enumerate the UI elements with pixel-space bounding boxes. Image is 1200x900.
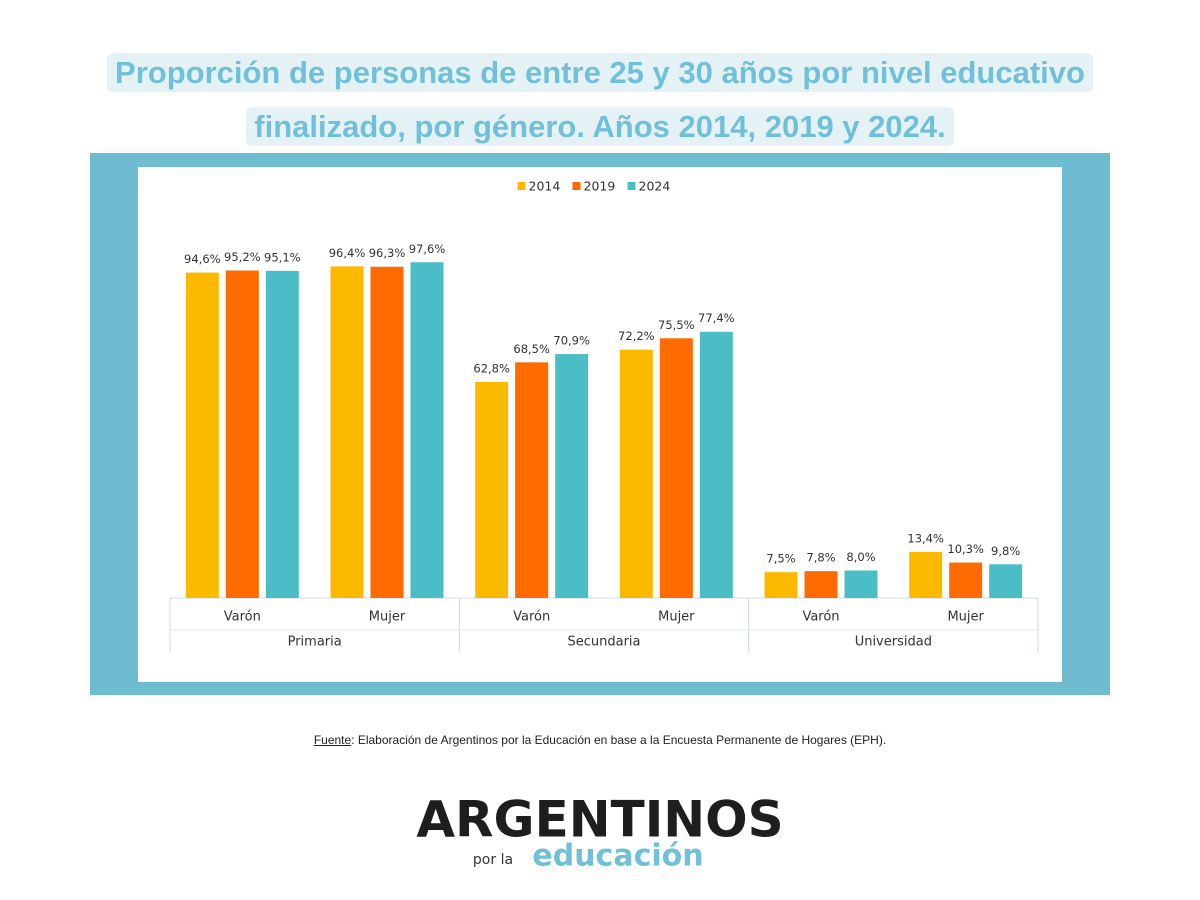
- bar: [619, 349, 653, 598]
- value-label: 95,2%: [224, 250, 261, 264]
- value-label: 10,3%: [947, 542, 984, 556]
- bar: [555, 354, 589, 598]
- bar: [330, 266, 364, 598]
- value-label: 8,0%: [846, 550, 875, 564]
- value-label: 97,6%: [409, 242, 446, 256]
- logo-accent: educación: [532, 839, 703, 874]
- bar: [844, 570, 878, 598]
- x-tick-label: Varón: [802, 610, 839, 625]
- bar: [949, 562, 983, 598]
- x-tick-label: Varón: [513, 610, 550, 625]
- bar: [909, 551, 943, 598]
- legend-label: 2024: [639, 179, 671, 194]
- value-label: 13,4%: [907, 531, 944, 545]
- group-label: Primaria: [288, 635, 342, 650]
- legend-swatch: [517, 182, 526, 190]
- x-tick-label: Mujer: [369, 610, 406, 625]
- legend-swatch: [572, 182, 581, 190]
- value-label: 62,8%: [473, 361, 510, 375]
- bar: [515, 362, 549, 598]
- bar: [370, 266, 404, 598]
- x-tick-label: Mujer: [658, 610, 695, 625]
- x-tick-label: Mujer: [947, 610, 984, 625]
- value-label: 96,4%: [329, 246, 366, 260]
- value-label: 70,9%: [553, 334, 590, 348]
- value-label: 94,6%: [184, 252, 221, 266]
- value-label: 7,8%: [806, 551, 835, 565]
- bar: [764, 572, 798, 598]
- x-tick-label: Varón: [224, 610, 261, 625]
- value-label: 75,5%: [658, 318, 695, 332]
- logo-small: por la: [473, 852, 513, 868]
- bar: [185, 272, 219, 598]
- logo: ARGENTINOS por la educación: [416, 791, 783, 874]
- bar: [225, 270, 259, 598]
- legend-label: 2019: [584, 179, 616, 194]
- group-label: Secundaria: [567, 635, 640, 650]
- source: Fuente: Elaboración de Argentinos por la…: [0, 733, 1200, 747]
- value-label: 96,3%: [369, 246, 406, 260]
- source-label: Fuente: [313, 733, 352, 747]
- legend-label: 2014: [529, 179, 561, 194]
- logo-main: ARGENTINOS: [416, 791, 783, 849]
- title-box: Proporción de personas de entre 25 y 30 …: [70, 48, 1130, 156]
- bar: [265, 270, 299, 598]
- value-label: 72,2%: [618, 329, 655, 343]
- bar: [699, 331, 733, 598]
- value-label: 68,5%: [513, 342, 550, 356]
- source-text: : Elaboración de Argentinos por la Educa…: [351, 733, 887, 747]
- group-label: Universidad: [855, 635, 932, 650]
- bar: [989, 564, 1023, 598]
- bar: [659, 338, 693, 598]
- value-label: 95,1%: [264, 250, 301, 264]
- value-label: 77,4%: [698, 311, 735, 325]
- legend-swatch: [627, 182, 636, 190]
- bar: [475, 381, 509, 598]
- value-label: 7,5%: [766, 552, 795, 566]
- bar: [410, 262, 444, 598]
- value-label: 9,8%: [991, 544, 1020, 558]
- bar: [804, 571, 838, 598]
